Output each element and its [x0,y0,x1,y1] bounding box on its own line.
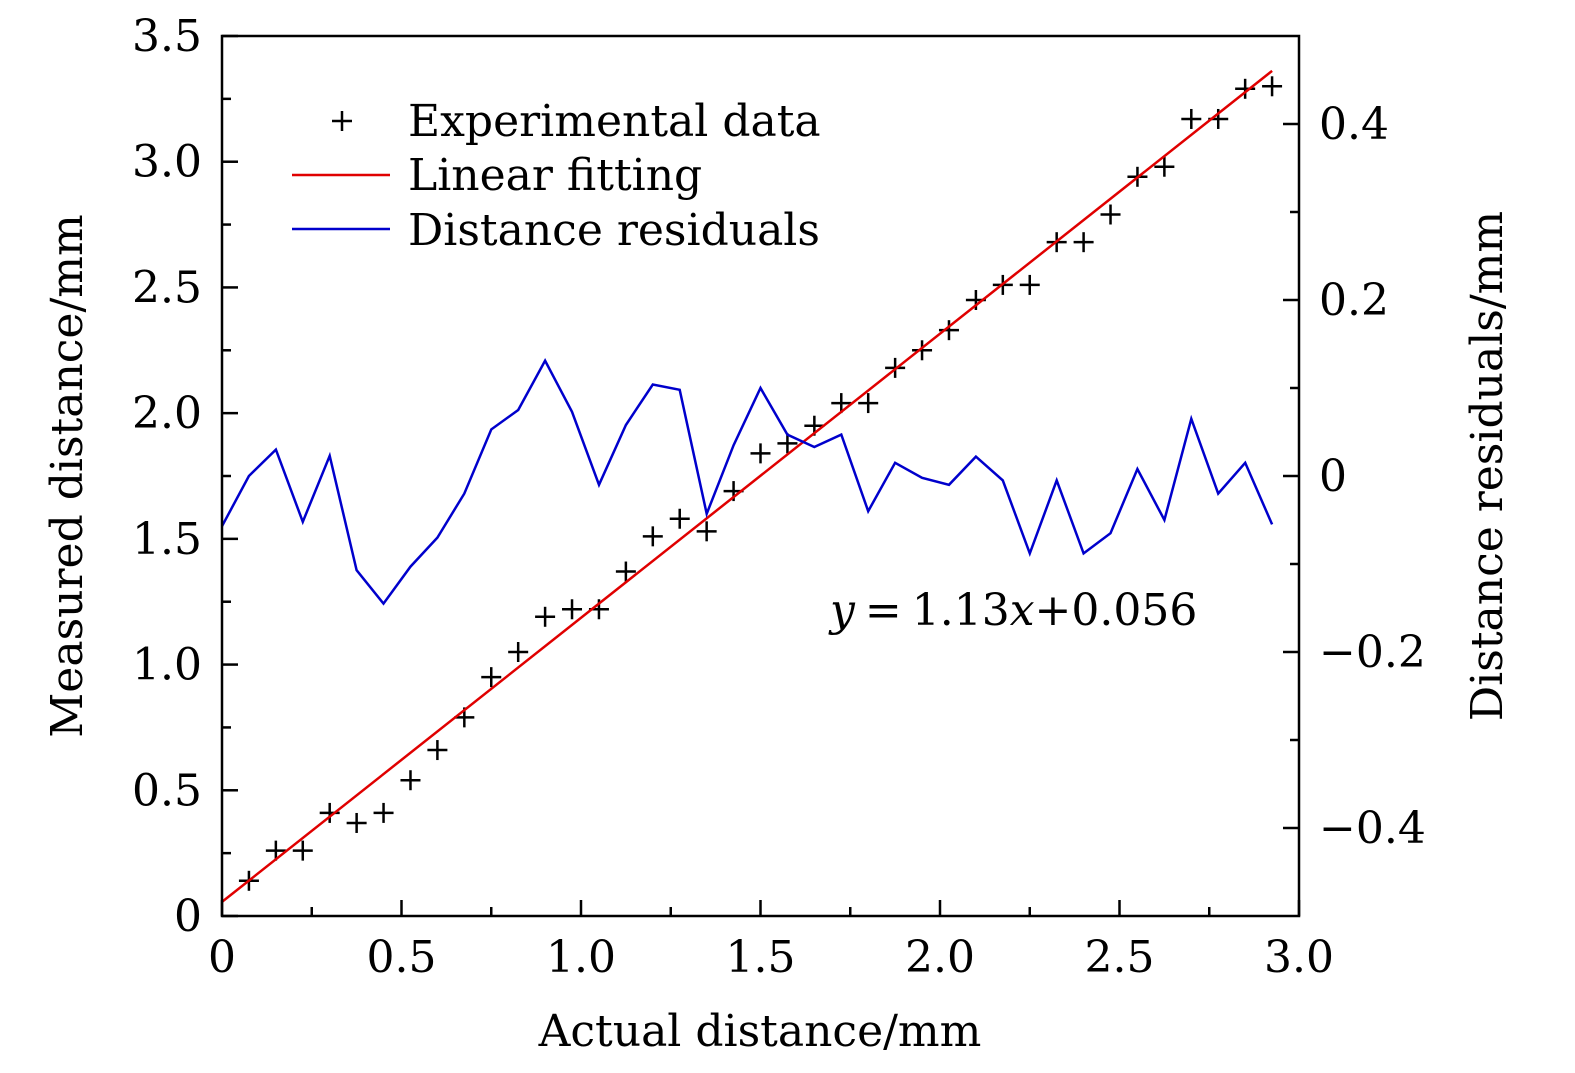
y-left-tick-label: 0.5 [132,765,202,816]
data-point [912,340,933,361]
y-left-tick-label: 2.0 [132,388,202,439]
data-point [481,667,502,688]
legend: Experimental data Linear fitting Distanc… [292,96,821,256]
y-right-tick-label: −0.2 [1319,627,1426,678]
x-tick-label: 1.0 [546,932,616,983]
fit-equation-equals: = [865,585,902,636]
x-axis-title: Actual distance/mm [538,1006,982,1057]
data-point [831,393,852,414]
y-right-tick-label: 0.2 [1319,275,1389,326]
data-point [1154,156,1175,177]
linear-fit-line [221,69,1273,903]
data-point [400,770,421,791]
legend-label-residuals: Distance residuals [408,205,820,256]
data-point [562,599,583,620]
legend-label-linear-fitting: Linear fitting [408,150,702,201]
data-point [750,443,771,464]
y-right-tick-label: 0 [1319,451,1347,502]
x-tick-label: 0 [208,932,236,983]
data-point [1019,274,1040,295]
fit-equation-intercept: +0.056 [1035,585,1198,636]
axis-layer: 0 0.5 1.0 1.5 2.0 2.5 3.0 0 0.5 1.0 1.5 2.0 2.5 3.0 3.… [132,11,1426,983]
fit-equation: y = 1.13x+0.056 [828,585,1197,636]
data-point [1100,204,1121,225]
legend-label-experimental: Experimental data [408,96,821,147]
y-left-tick-label: 2.5 [132,262,202,313]
data-point [1235,78,1256,99]
x-tick-label: 2.5 [1085,932,1155,983]
data-point [777,433,798,454]
data-point [669,508,690,529]
data-point [265,840,286,861]
plot-area-frame [220,34,1301,918]
legend-plus-marker [332,111,352,131]
data-point [373,802,394,823]
data-point [1262,76,1283,97]
y-left-tick-label: 1.0 [132,640,202,691]
y-right-tick-label: 0.4 [1319,99,1389,150]
y-left-tick-label: 1.5 [132,514,202,565]
fit-equation-y: y [828,585,856,636]
data-point [642,526,663,547]
y-left-tick-label: 3.0 [132,137,202,188]
data-point [1073,232,1094,253]
residuals-line [220,358,1274,606]
x-tick-label: 3.0 [1264,932,1334,983]
data-point [858,393,879,414]
fit-equation-slope: 1.13 [912,585,1010,636]
data-point [346,812,367,833]
data-point [508,642,529,662]
x-tick-label: 2.0 [905,932,975,983]
data-point [292,840,313,861]
plot-layer [220,69,1283,903]
data-point [696,521,717,542]
y-right-tick-label: −0.4 [1319,803,1426,854]
y-axis-right-title: Distance residuals/mm [1462,211,1513,721]
y-left-tick-label: 0 [174,891,202,942]
y-left-tick-label: 3.5 [132,11,202,62]
x-tick-label: 0.5 [367,932,437,983]
data-point [427,740,448,761]
data-point [1181,108,1202,129]
y-axis-left-title: Measured distance/mm [42,214,93,738]
fit-equation-x: x [1010,585,1035,636]
x-tick-label: 1.5 [726,932,796,983]
data-point [938,320,959,341]
data-point [535,606,556,627]
data-point [615,561,636,582]
